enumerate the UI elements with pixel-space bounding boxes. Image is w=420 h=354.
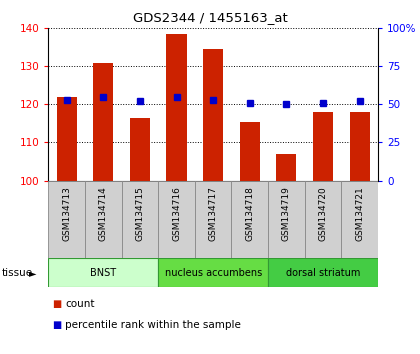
Bar bbox=[85, 181, 121, 258]
Bar bbox=[268, 181, 305, 258]
Text: dorsal striatum: dorsal striatum bbox=[286, 268, 360, 278]
Text: count: count bbox=[65, 299, 94, 309]
Text: GSM134716: GSM134716 bbox=[172, 186, 181, 241]
Text: ■: ■ bbox=[52, 299, 62, 309]
Bar bbox=[166, 34, 186, 181]
Bar bbox=[276, 154, 297, 181]
Bar bbox=[195, 181, 231, 258]
Text: ■: ■ bbox=[52, 320, 62, 330]
Bar bbox=[203, 49, 223, 181]
Bar bbox=[121, 181, 158, 258]
Text: GSM134713: GSM134713 bbox=[62, 186, 71, 241]
Bar bbox=[231, 181, 268, 258]
Text: ►: ► bbox=[29, 268, 36, 278]
Text: tissue: tissue bbox=[2, 268, 33, 278]
Text: GSM134714: GSM134714 bbox=[99, 186, 108, 241]
Text: nucleus accumbens: nucleus accumbens bbox=[165, 268, 262, 278]
Bar bbox=[130, 118, 150, 181]
Bar bbox=[305, 181, 341, 258]
Bar bbox=[48, 181, 85, 258]
Bar bbox=[240, 121, 260, 181]
Bar bbox=[313, 112, 333, 181]
Bar bbox=[93, 63, 113, 181]
Text: BNST: BNST bbox=[90, 268, 116, 278]
Bar bbox=[349, 112, 370, 181]
Text: GSM134718: GSM134718 bbox=[245, 186, 254, 241]
Text: percentile rank within the sample: percentile rank within the sample bbox=[65, 320, 241, 330]
Text: GSM134719: GSM134719 bbox=[282, 186, 291, 241]
Text: GSM134717: GSM134717 bbox=[209, 186, 218, 241]
Bar bbox=[57, 97, 77, 181]
Bar bbox=[158, 181, 195, 258]
Text: GDS2344 / 1455163_at: GDS2344 / 1455163_at bbox=[133, 11, 287, 24]
Bar bbox=[48, 258, 158, 287]
Bar bbox=[158, 258, 268, 287]
Text: GSM134720: GSM134720 bbox=[318, 186, 328, 241]
Text: GSM134721: GSM134721 bbox=[355, 186, 364, 241]
Text: GSM134715: GSM134715 bbox=[135, 186, 144, 241]
Bar bbox=[341, 181, 378, 258]
Bar bbox=[268, 258, 378, 287]
